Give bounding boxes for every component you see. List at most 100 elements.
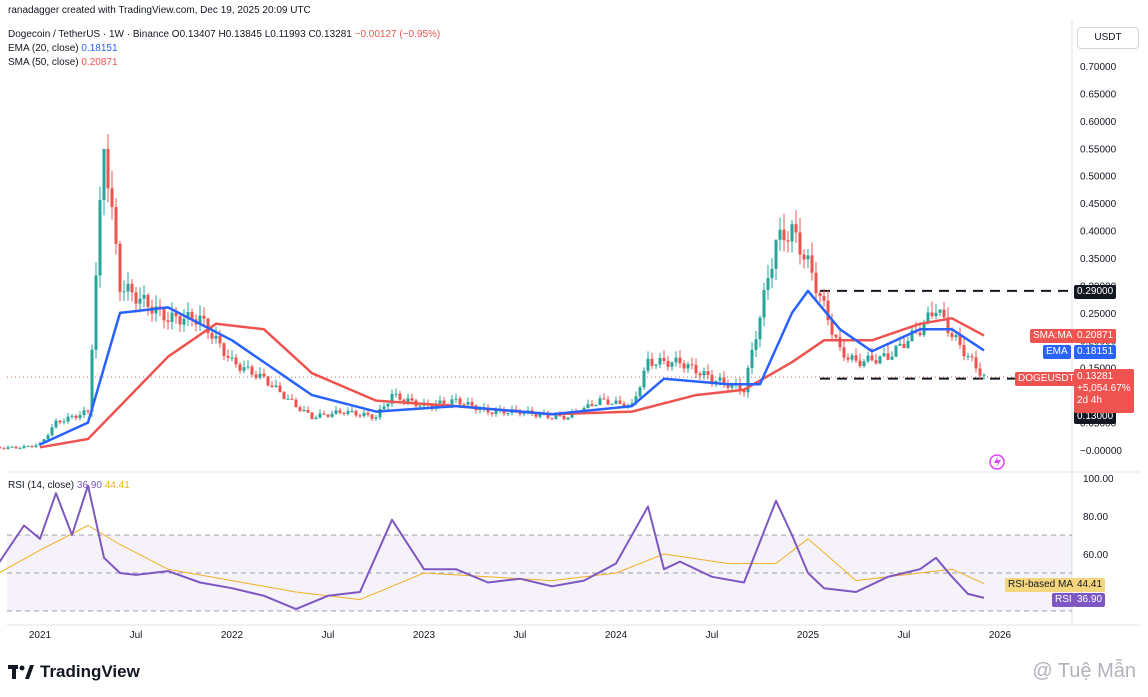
candle-body	[778, 229, 782, 240]
candle-body	[222, 343, 226, 356]
sma-legend-label: SMA (50, close)	[8, 57, 79, 68]
candle-body	[982, 374, 986, 376]
candle-body	[722, 377, 726, 384]
candle-body	[278, 385, 282, 392]
candle-body	[6, 447, 10, 450]
candle-body	[322, 413, 326, 415]
candle-body	[974, 357, 978, 369]
candle-body	[370, 414, 374, 419]
candle-body	[470, 401, 474, 406]
candle-body	[678, 357, 682, 364]
rsi-tick-label: 60.00	[1083, 550, 1108, 561]
sma-legend-value: 0.20871	[81, 57, 118, 68]
candle-body	[630, 403, 634, 406]
candle-body	[18, 448, 22, 450]
candle-body	[22, 446, 26, 449]
candle-body	[494, 410, 498, 414]
candle-body	[606, 399, 610, 405]
candle-body	[798, 232, 802, 255]
candle-body	[70, 415, 74, 417]
candle-body	[42, 439, 46, 444]
candle-body	[878, 356, 882, 364]
ohlc-close-label: C	[308, 29, 316, 40]
candle-body	[442, 400, 446, 405]
candle-body	[262, 373, 266, 377]
candle-body	[58, 420, 62, 423]
rsi-tick-label: 80.00	[1083, 512, 1108, 523]
price-tick-label: −0.00000	[1080, 446, 1122, 457]
candle-body	[106, 148, 110, 189]
candle-body	[702, 371, 706, 376]
symbol-price-tag: 0.13281 +5,054.67% 2d 4h	[1074, 369, 1134, 413]
candle-body	[294, 399, 298, 408]
candle-body	[682, 363, 686, 369]
candle-body	[402, 399, 406, 402]
candle-body	[310, 412, 314, 419]
candle-body	[290, 398, 294, 400]
price-tick-label: 0.05000	[1080, 419, 1117, 430]
candle-body	[806, 255, 810, 260]
candle-body	[210, 333, 214, 339]
watermark: @ Tuệ Mẫn	[1032, 660, 1136, 682]
resistance-level-tag: 0.29000	[1074, 285, 1117, 299]
candle-body	[390, 394, 394, 404]
candle-body	[406, 398, 410, 402]
candle-body	[394, 393, 398, 395]
candle-body	[142, 295, 146, 299]
candle-body	[378, 408, 382, 418]
candle-body	[366, 412, 370, 415]
candle-body	[358, 415, 362, 417]
candle-body	[890, 356, 894, 360]
candle-body	[318, 413, 322, 418]
candle-body	[818, 293, 822, 297]
candle-body	[342, 412, 346, 415]
candle-body	[950, 333, 954, 338]
tradingview-logo[interactable]: TradingView	[8, 662, 140, 682]
candle-body	[614, 400, 618, 404]
sma-legend[interactable]: SMA (50, close) 0.20871	[8, 57, 118, 69]
candle-body	[522, 412, 526, 415]
candle-body	[302, 409, 306, 412]
candle-body	[478, 408, 482, 411]
rsi-tag: RSI	[1052, 593, 1075, 607]
candle-body	[918, 332, 922, 336]
candle-body	[782, 229, 786, 241]
candle-body	[910, 330, 914, 342]
candle-body	[894, 345, 898, 357]
candle-body	[602, 398, 606, 400]
candle-body	[110, 188, 114, 208]
candle-body	[946, 317, 950, 334]
candle-body	[282, 391, 286, 400]
candle-body	[558, 415, 562, 417]
candle-body	[718, 377, 722, 381]
price-pane[interactable]	[7, 20, 1072, 470]
candle-body	[78, 415, 82, 418]
candle-body	[206, 318, 210, 334]
candle-body	[866, 355, 870, 362]
ohlc-close: 0.13281	[315, 29, 352, 40]
candle-body	[654, 364, 658, 366]
candle-body	[298, 407, 302, 412]
candle-body	[642, 370, 646, 388]
candle-body	[598, 398, 602, 406]
ema-legend[interactable]: EMA (20, close) 0.18151	[8, 43, 118, 55]
candle-body	[186, 311, 190, 319]
candle-body	[826, 300, 830, 321]
candle-body	[658, 358, 662, 365]
candle-body	[638, 387, 642, 397]
currency-button[interactable]: USDT	[1077, 27, 1139, 49]
candle-body	[650, 358, 654, 366]
symbol-countdown: 2d 4h	[1077, 395, 1103, 406]
lightning-icon[interactable]	[989, 454, 1005, 470]
candle-body	[690, 364, 694, 366]
candle-body	[190, 311, 194, 320]
candle-body	[274, 385, 278, 387]
candle-body	[66, 416, 70, 422]
tradingview-logo-text: TradingView	[40, 662, 140, 681]
rsi-legend[interactable]: RSI (14, close) 36.90 44.41	[8, 480, 130, 492]
candle-body	[450, 399, 454, 405]
candle-body	[662, 358, 666, 361]
candle-body	[898, 343, 902, 346]
symbol-name[interactable]: Dogecoin / TetherUS · 1W · Binance	[8, 29, 170, 40]
